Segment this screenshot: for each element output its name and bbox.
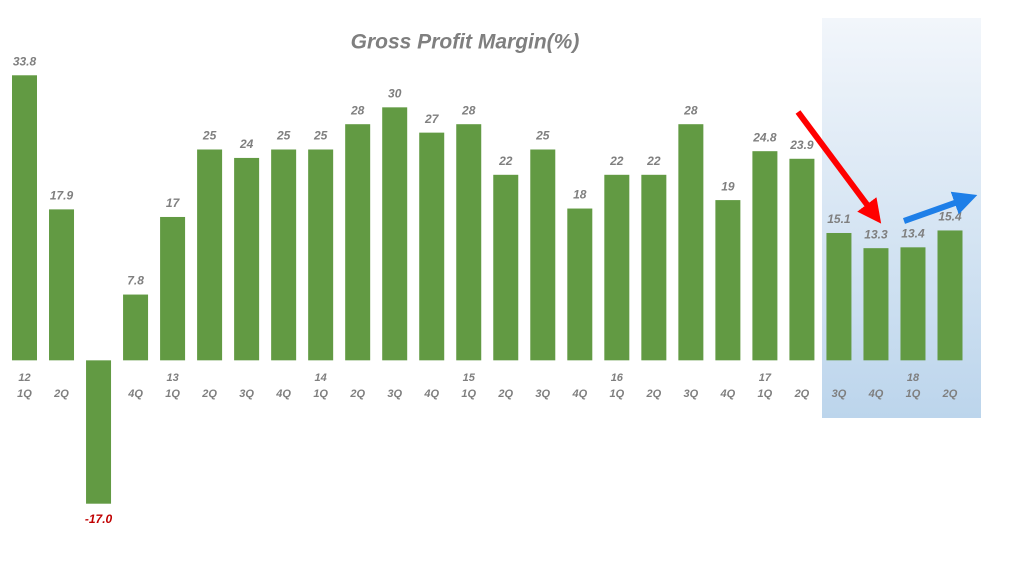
x-tick-label: 3Q (239, 388, 254, 400)
bar (641, 174, 667, 361)
data-label: 28 (461, 103, 476, 117)
x-tick-label: 2Q (349, 388, 365, 400)
bar (863, 248, 889, 361)
down-arrow (795, 110, 882, 224)
bar (456, 124, 482, 361)
bar (937, 230, 963, 361)
bar (826, 232, 852, 361)
data-label: 7.8 (127, 274, 144, 288)
bar (900, 247, 926, 361)
x-tick-label: 2Q (794, 388, 810, 400)
x-group-label: 14 (315, 372, 327, 384)
bar (493, 174, 519, 361)
x-tick-label: 2Q (497, 388, 513, 400)
data-label: 19 (721, 179, 735, 193)
bar (86, 360, 112, 504)
x-tick-label: 4Q (720, 388, 736, 400)
data-label: 22 (646, 154, 661, 168)
data-label: 17 (166, 196, 181, 210)
x-tick-label: 3Q (832, 388, 847, 400)
data-label: 25 (313, 129, 328, 143)
x-tick-label: 2Q (942, 388, 958, 400)
data-label: 30 (388, 87, 402, 101)
plot-area: 12 1Q 2Q 3Q 4Q 13 1Q 2Q 3Q 4Q 14 1Q 2Q 3Q 4Q 15 1Q 2Q 3Q 4Q… (12, 54, 963, 526)
data-label: 18 (573, 188, 587, 202)
bar (160, 216, 186, 361)
data-label: 17.9 (50, 189, 74, 203)
x-group-label: 17 (759, 372, 772, 384)
x-tick-label: 4Q (127, 388, 143, 400)
data-label: 22 (609, 154, 624, 168)
bar (271, 149, 297, 361)
x-tick-label: 1Q (461, 388, 476, 400)
data-label: 25 (202, 129, 217, 143)
x-tick-label: 1Q (165, 388, 180, 400)
bar (308, 149, 334, 361)
data-label: 28 (683, 103, 698, 117)
x-tick-label: 1Q (609, 388, 624, 400)
bar (789, 158, 815, 361)
data-label: 22 (498, 154, 513, 168)
data-label: 28 (350, 103, 365, 117)
x-group-label: 15 (463, 372, 476, 384)
bar (345, 124, 371, 361)
data-label: 13.4 (901, 226, 925, 240)
bar (197, 149, 223, 361)
data-label: 13.3 (864, 227, 888, 241)
x-tick-label: 1Q (313, 388, 328, 400)
x-tick-label: 1Q (906, 388, 921, 400)
x-tick-label: 3Q (535, 388, 550, 400)
x-group-label: 12 (18, 372, 30, 384)
x-group-label: 18 (907, 372, 920, 384)
x-group-label: 13 (166, 372, 178, 384)
bar (530, 149, 556, 361)
bar (12, 75, 37, 361)
bar (752, 151, 778, 361)
bar (49, 209, 75, 361)
x-tick-label: 2Q (201, 388, 217, 400)
x-tick-label: 4Q (423, 388, 439, 400)
data-label: 24 (239, 137, 254, 151)
x-tick-label: 3Q (387, 388, 402, 400)
x-tick-label: 4Q (571, 388, 587, 400)
data-label: 24.8 (752, 130, 777, 144)
data-label: 33.8 (13, 54, 37, 68)
data-label: -17.0 (85, 512, 113, 526)
up-arrow (902, 191, 978, 224)
bar (382, 107, 408, 361)
x-tick-label: 1Q (17, 388, 32, 400)
bar (234, 157, 260, 361)
bar (715, 200, 741, 361)
chart-title: Gross Profit Margin(%) (351, 31, 580, 54)
data-label: 23.9 (789, 138, 814, 152)
data-label: 25 (276, 129, 291, 143)
x-tick-label: 2Q (53, 388, 69, 400)
bar (567, 208, 593, 361)
x-tick-label: 4Q (275, 388, 291, 400)
x-group-label: 16 (611, 372, 624, 384)
bar (678, 124, 704, 361)
x-tick-label: 1Q (758, 388, 773, 400)
x-tick-label: 2Q (645, 388, 661, 400)
data-label: 15.1 (827, 212, 851, 226)
data-label: 25 (535, 129, 550, 143)
data-label: 15.4 (938, 210, 962, 224)
data-label: 27 (424, 112, 440, 126)
x-tick-label: 4Q (868, 388, 884, 400)
x-tick-label: 3Q (684, 388, 699, 400)
bar (604, 174, 630, 361)
bar (419, 132, 445, 361)
bar (123, 294, 149, 361)
